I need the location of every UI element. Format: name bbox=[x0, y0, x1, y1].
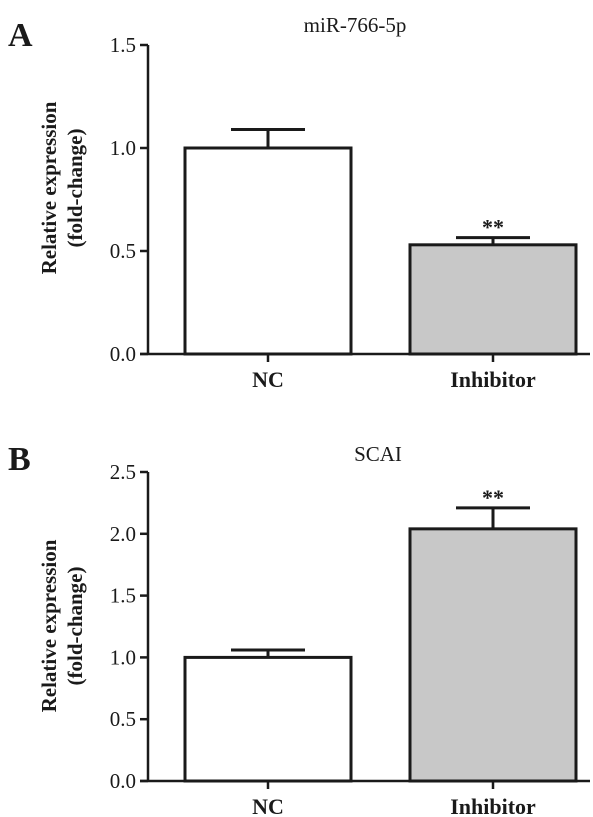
y-tick-label-a-0: 0.0 bbox=[110, 342, 136, 366]
y-tick-label-b-2: 1.0 bbox=[110, 645, 136, 669]
panel-a: A miR-766-5p Relative expression (fold-c… bbox=[8, 13, 590, 392]
bar-b-nc bbox=[183, 655, 353, 783]
y-tick-label-b-4: 2.0 bbox=[110, 522, 136, 546]
bar-a-nc bbox=[183, 146, 353, 356]
plot-area-a: NC ** Inhibitor 0.0 0.5 1.0 1.5 bbox=[110, 33, 590, 392]
panel-letter-b: B bbox=[8, 441, 31, 478]
y-tick-label-b-0: 0.0 bbox=[110, 769, 136, 793]
chart-title-a: miR-766-5p bbox=[304, 13, 407, 37]
category-label-b-1: NC bbox=[252, 794, 284, 817]
y-tick-label-b-3: 1.5 bbox=[110, 584, 136, 608]
category-label-a-2: Inhibitor bbox=[450, 367, 536, 392]
significance-marker-a: ** bbox=[482, 215, 504, 240]
category-label-a-1: NC bbox=[252, 367, 284, 392]
plot-area-b: NC ** Inhibitor 0.0 0.5 1.0 1.5 2.0 2.5 bbox=[110, 460, 590, 817]
panel-b: B SCAI Relative expression (fold-change)… bbox=[8, 441, 590, 817]
y-tick-label-b-1: 0.5 bbox=[110, 707, 136, 731]
y-tick-label-b-5: 2.5 bbox=[110, 460, 136, 484]
bar-a-inhibitor bbox=[408, 243, 578, 356]
significance-marker-b: ** bbox=[482, 485, 504, 510]
bar-b-inhibitor bbox=[408, 527, 578, 783]
panel-letter-a: A bbox=[8, 17, 33, 54]
y-axis-label-b-line2: (fold-change) bbox=[63, 567, 87, 686]
y-axis-label-a-line1: Relative expression bbox=[37, 101, 61, 274]
chart-title-b: SCAI bbox=[354, 442, 402, 466]
y-axis-label-a-line2: (fold-change) bbox=[63, 129, 87, 248]
category-label-b-2: Inhibitor bbox=[450, 794, 536, 817]
y-tick-label-a-3: 1.5 bbox=[110, 33, 136, 57]
y-axis-label-b-line1: Relative expression bbox=[37, 539, 61, 712]
y-tick-label-a-1: 0.5 bbox=[110, 239, 136, 263]
y-tick-label-a-2: 1.0 bbox=[110, 136, 136, 160]
